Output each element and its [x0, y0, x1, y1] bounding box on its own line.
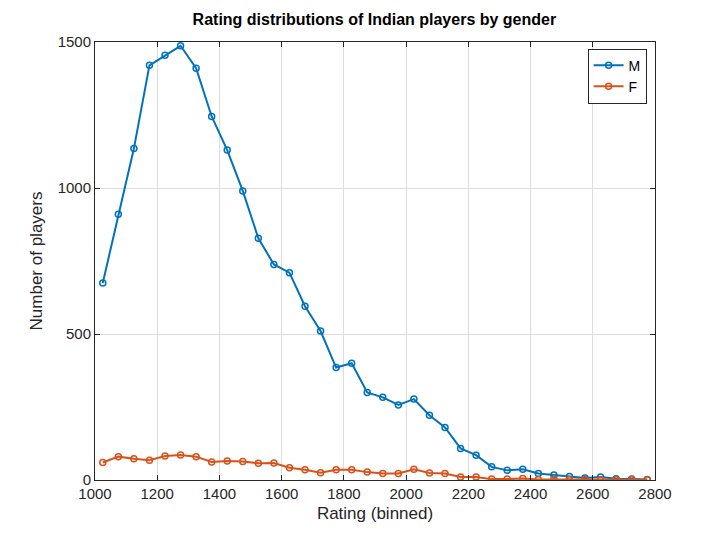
svg-text:2000: 2000: [389, 485, 422, 502]
svg-text:Rating distributions of Indian: Rating distributions of Indian players b…: [193, 11, 557, 28]
svg-text:1800: 1800: [327, 485, 360, 502]
svg-text:Rating (binned): Rating (binned): [317, 504, 433, 523]
svg-text:1200: 1200: [141, 485, 174, 502]
svg-text:1000: 1000: [58, 179, 91, 196]
svg-text:F: F: [629, 79, 638, 95]
svg-text:0: 0: [83, 471, 91, 488]
svg-text:500: 500: [66, 325, 91, 342]
svg-text:1500: 1500: [58, 33, 91, 50]
svg-text:Number of players: Number of players: [27, 192, 46, 331]
svg-text:2400: 2400: [514, 485, 547, 502]
svg-text:1600: 1600: [265, 485, 298, 502]
svg-text:M: M: [629, 58, 641, 74]
svg-text:2800: 2800: [638, 485, 671, 502]
svg-text:2200: 2200: [452, 485, 485, 502]
svg-text:2600: 2600: [576, 485, 609, 502]
svg-text:1400: 1400: [203, 485, 236, 502]
svg-text:1000: 1000: [78, 485, 111, 502]
